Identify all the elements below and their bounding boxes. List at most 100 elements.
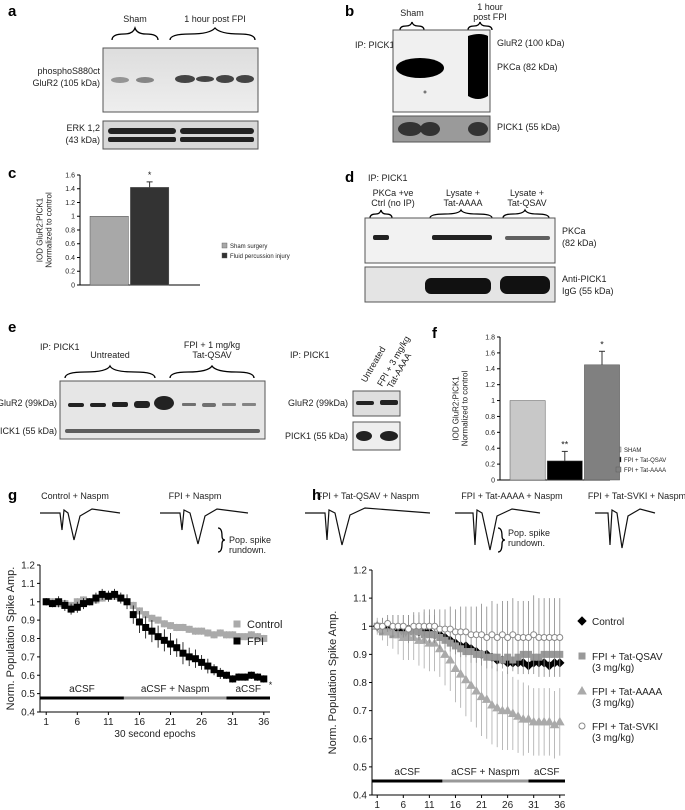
- y-tick-label: 1.2: [353, 566, 367, 577]
- bands: [373, 235, 550, 240]
- x-tick-label: 21: [165, 717, 177, 728]
- marker: [233, 620, 241, 628]
- legend-swatch: [221, 252, 228, 259]
- y-tick-label: 0.8: [353, 678, 367, 689]
- marker: [80, 600, 88, 608]
- legend-label: Control: [247, 619, 282, 631]
- text-line: Normalized to control: [44, 192, 53, 268]
- marker: [554, 716, 565, 726]
- y-tick-label: 0.8: [65, 227, 75, 234]
- marker: [98, 590, 106, 598]
- group-label: Untreated: [90, 350, 130, 360]
- band-label: GluR2 (99kDa): [0, 398, 57, 408]
- marker: [154, 633, 162, 641]
- trace: [40, 508, 121, 541]
- marker: [160, 620, 168, 628]
- marker: [476, 691, 487, 701]
- marker: [160, 636, 168, 644]
- marker: [135, 618, 143, 626]
- marker: [399, 622, 407, 630]
- band-label: PICK1 (55 kDa): [285, 431, 348, 441]
- marker: [210, 631, 218, 639]
- marker: [260, 675, 268, 683]
- band-label: PKCa: [562, 226, 586, 236]
- y-tick-label: 1.8: [485, 334, 495, 341]
- band-label: PICK1 (55 kDa): [497, 122, 560, 132]
- x-axis-label: 30 second epochs: [114, 729, 195, 740]
- bands: [425, 276, 550, 294]
- group-label: post FPI: [473, 12, 507, 22]
- bar: [584, 364, 620, 481]
- legend-label: FPI + Tat-AAAA (3 mg/kg): [592, 687, 662, 709]
- phase-label: aCSF + Naspm: [451, 767, 520, 778]
- trace: [455, 508, 541, 551]
- group-label: Sham: [123, 14, 147, 24]
- marker: [222, 671, 230, 679]
- x-tick-label: 26: [502, 800, 514, 810]
- marker: [577, 685, 587, 695]
- y-tick-label: 1.2: [65, 200, 75, 207]
- marker: [493, 634, 501, 641]
- y-tick-label: 1.6: [65, 172, 75, 179]
- marker: [462, 628, 470, 636]
- text-line: IOD GluR2:PICK1: [452, 376, 461, 441]
- group-label: Ctrl (no IP): [371, 198, 415, 208]
- y-tick-label: 1.4: [485, 366, 495, 373]
- y-tick-label: 1.2: [21, 561, 35, 572]
- band-label: GluR2 (99kDa): [288, 398, 348, 408]
- y-tick-label: 1.2: [485, 382, 495, 389]
- legend-swatch: [221, 242, 228, 249]
- marker: [104, 592, 112, 600]
- marker: [241, 673, 249, 681]
- marker: [260, 635, 268, 642]
- phase-label: aCSF: [394, 767, 420, 778]
- legend-label: FPI: [247, 636, 264, 648]
- y-tick-label: 0.8: [485, 414, 495, 421]
- phase-label: aCSF + Naspm: [141, 684, 210, 695]
- bands: [398, 122, 488, 136]
- marker: [446, 625, 454, 633]
- marker: [384, 619, 392, 627]
- marker: [487, 699, 497, 709]
- band-label: (82 kDa): [562, 238, 597, 248]
- y-tick-label: 0.7: [353, 706, 367, 717]
- y-tick-label: 0.2: [65, 269, 75, 276]
- marker: [129, 611, 137, 619]
- legend-label: FPI + Tat-QSAV: [624, 458, 666, 464]
- bands: [396, 34, 488, 99]
- marker: [405, 625, 413, 633]
- marker: [86, 598, 94, 606]
- marker: [154, 616, 162, 624]
- y-tick-label: 0.4: [21, 708, 35, 719]
- trace: [305, 507, 431, 546]
- band-label: PKCa (82 kDa): [497, 62, 558, 72]
- legend-label: Fluid percussion injury: [230, 254, 290, 260]
- ip-label: IP: PICK1: [368, 173, 408, 183]
- marker: [216, 629, 224, 637]
- x-tick-label: 1: [43, 717, 49, 728]
- marker: [67, 605, 75, 613]
- marker: [530, 631, 538, 639]
- band-label: ERK 1,2: [66, 123, 100, 133]
- y-tick-label: 1: [29, 597, 35, 608]
- marker: [507, 708, 518, 717]
- group-label: Tat-AAAA: [443, 198, 482, 208]
- y-tick-label: 0.6: [21, 671, 35, 682]
- marker: [48, 600, 56, 608]
- y-axis-label: IOD GluR2:PICK1Normalized to control: [452, 370, 470, 446]
- trace-note: rundown.: [229, 545, 266, 555]
- trace-label: FPI + Naspm: [169, 491, 222, 501]
- band-label: GluR2 (105 kDa): [32, 78, 100, 88]
- text-line: (3 mg/kg): [592, 663, 634, 674]
- y-tick-label: 0.5: [353, 762, 367, 773]
- marker: [191, 655, 199, 663]
- x-tick-label: 6: [75, 717, 81, 728]
- trace-label: FPI + Tat-QSAV + Naspm: [317, 491, 419, 501]
- x-tick-label: 31: [227, 717, 239, 728]
- marker: [578, 722, 586, 730]
- marker: [229, 675, 237, 683]
- x-tick-label: 36: [258, 717, 270, 728]
- brace: [399, 21, 425, 31]
- text-line: Control: [592, 617, 624, 628]
